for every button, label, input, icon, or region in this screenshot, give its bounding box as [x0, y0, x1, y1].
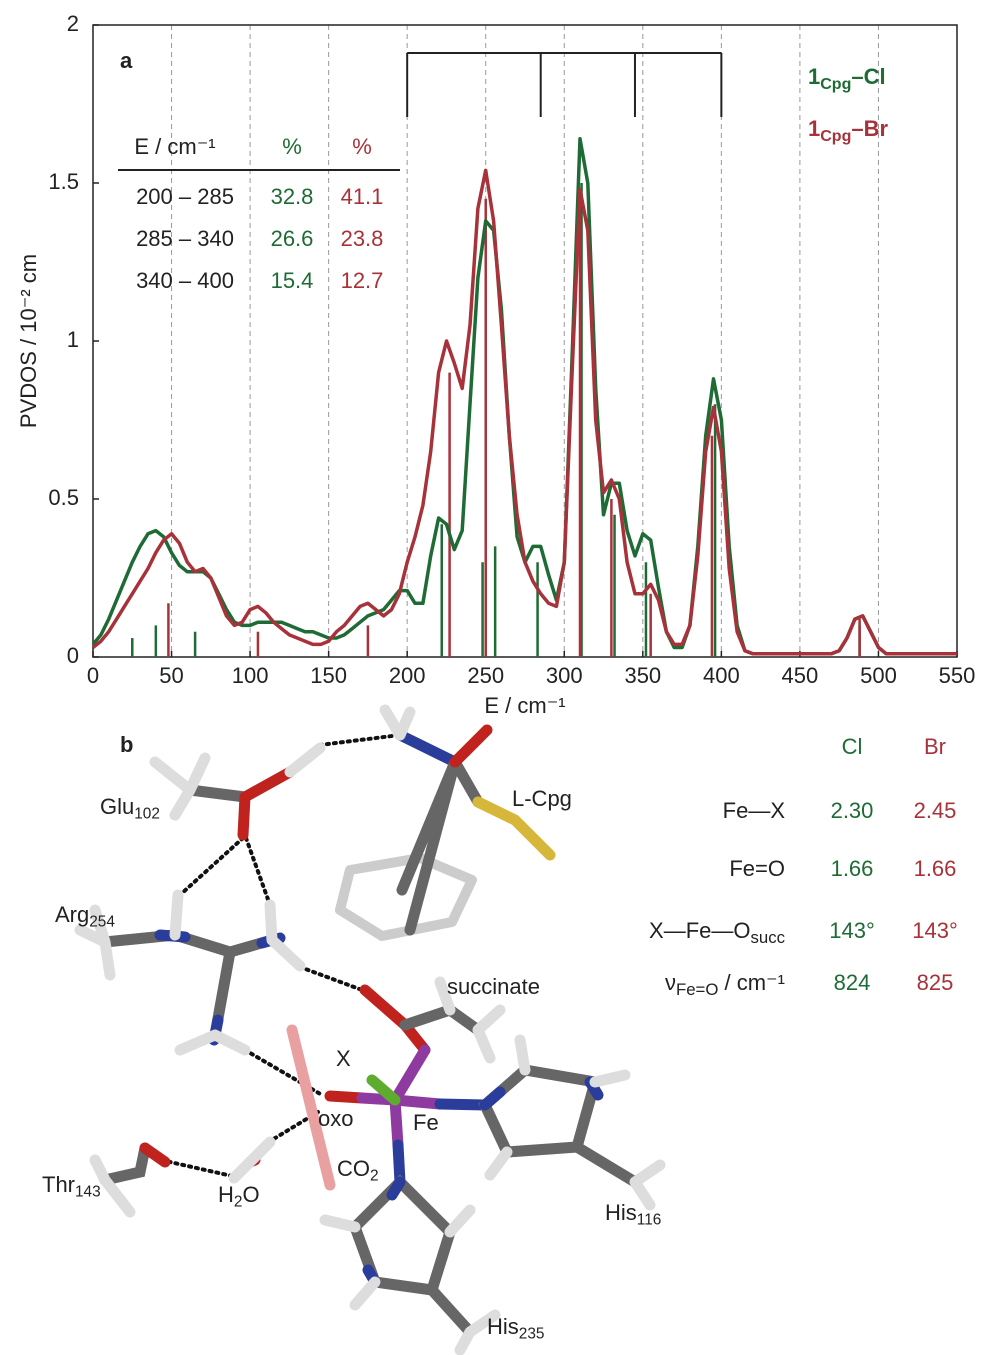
table-cell: 2.30 — [831, 798, 874, 823]
table-cell: 825 — [917, 970, 954, 995]
legend-entry: 1Cpg–Cl — [808, 64, 886, 93]
table-cell: 1.66 — [831, 856, 874, 881]
x-tick-label: 100 — [232, 663, 269, 688]
x-tick-label: 500 — [860, 663, 897, 688]
label: succinate — [447, 974, 540, 999]
inset-cell: 15.4 — [271, 268, 314, 293]
y-tick-label: 0.5 — [48, 485, 79, 510]
label: oxo — [318, 1106, 353, 1131]
table-cell: 824 — [834, 970, 871, 995]
panel-label: b — [120, 732, 133, 757]
label: νFe=O / cm⁻¹ — [665, 970, 785, 1000]
label-part: L-Cpg — [512, 786, 572, 811]
y-tick-label: 1.5 — [48, 169, 79, 194]
x-tick-label: 150 — [310, 663, 347, 688]
x-tick-label: 300 — [546, 663, 583, 688]
label-part: X—Fe—O — [649, 918, 750, 943]
table-cell: 1.66 — [914, 856, 957, 881]
inset-cell: 32.8 — [271, 184, 314, 209]
label-part: 143 — [75, 1184, 101, 1201]
label: Thr143 — [42, 1172, 101, 1201]
inset-header: % — [352, 134, 372, 159]
label-part: Fe=O — [676, 981, 718, 1000]
label-part: Glu — [100, 794, 134, 819]
label: Fe — [413, 1110, 439, 1135]
label-part: Fe — [413, 1110, 439, 1135]
label: Fe=O — [729, 856, 785, 881]
label: His116 — [605, 1200, 661, 1229]
label-part: O — [242, 1182, 259, 1207]
x-tick-label: 400 — [703, 663, 740, 688]
label-part: Arg — [55, 902, 89, 927]
x-tick-label: 50 — [159, 663, 183, 688]
plot-frame — [92, 24, 958, 658]
table-cell: 143° — [829, 918, 875, 943]
label-part: Thr — [42, 1172, 75, 1197]
label-part: / cm⁻¹ — [718, 970, 785, 995]
table-header: Br — [924, 734, 946, 759]
pvdos-curve — [91, 168, 957, 656]
label-part: succ — [750, 929, 785, 948]
x-tick-label: 250 — [467, 663, 504, 688]
legend-entry: 1Cpg–Br — [808, 116, 888, 145]
inset-cell: 41.1 — [341, 184, 384, 209]
y-tick-label: 2 — [67, 11, 79, 36]
label-part: His — [605, 1200, 637, 1225]
label: Glu102 — [100, 794, 160, 823]
label-part: 102 — [134, 806, 160, 823]
pvdos-curve — [91, 137, 957, 656]
panel-label: a — [120, 48, 133, 73]
label-part: oxo — [318, 1106, 353, 1131]
label-part: 254 — [89, 914, 115, 931]
label: X—Fe—Osucc — [649, 918, 785, 948]
inset-cell: 12.7 — [341, 268, 384, 293]
label-part: 2 — [234, 1194, 243, 1211]
label-part: H — [218, 1182, 234, 1207]
label: His235 — [487, 1314, 544, 1343]
x-tick-label: 0 — [87, 663, 99, 688]
x-axis-label: E / cm⁻¹ — [484, 693, 565, 718]
label: L-Cpg — [512, 786, 572, 811]
label-part: 2 — [370, 1168, 379, 1185]
inset-cell: 23.8 — [341, 226, 384, 251]
label: Arg254 — [55, 902, 115, 931]
x-tick-label: 450 — [782, 663, 819, 688]
label: H2O — [218, 1182, 260, 1211]
label: Fe—X — [723, 798, 786, 823]
table-header: Cl — [842, 734, 863, 759]
x-tick-label: 350 — [624, 663, 661, 688]
label-part: Fe=O — [729, 856, 785, 881]
inset-cell: 200 – 285 — [136, 184, 234, 209]
inset-cell: 340 – 400 — [136, 268, 234, 293]
label-part: CO — [337, 1156, 370, 1181]
y-axis-label: PVDOS / 10⁻² cm — [16, 254, 41, 428]
label-part: His — [487, 1314, 519, 1339]
y-tick-label: 1 — [67, 327, 79, 352]
label-part: 116 — [637, 1212, 662, 1229]
inset-cell: 26.6 — [271, 226, 314, 251]
label-part: X — [336, 1046, 351, 1071]
label-part: Fe—X — [723, 798, 786, 823]
label-part: ν — [665, 970, 676, 995]
inset-header: E / cm⁻¹ — [134, 134, 215, 159]
inset-cell: 285 – 340 — [136, 226, 234, 251]
label: X — [336, 1046, 351, 1071]
x-tick-label: 550 — [939, 663, 976, 688]
table-cell: 143° — [912, 918, 958, 943]
x-tick-label: 200 — [389, 663, 426, 688]
y-tick-label: 0 — [67, 643, 79, 668]
label-part: 235 — [519, 1326, 545, 1343]
label-part: succinate — [447, 974, 540, 999]
molecule — [74, 704, 666, 1355]
table-cell: 2.45 — [914, 798, 957, 823]
inset-header: % — [282, 134, 302, 159]
label: CO2 — [337, 1156, 379, 1185]
